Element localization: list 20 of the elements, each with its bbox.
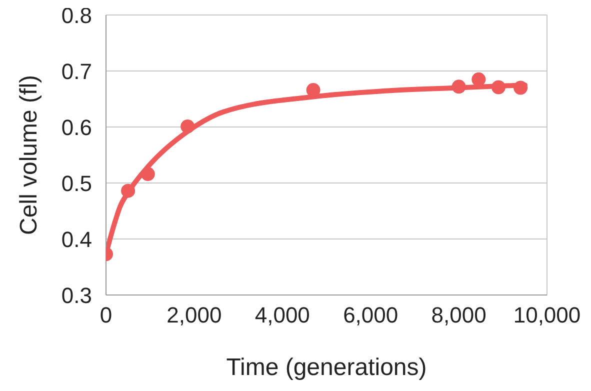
point xyxy=(514,80,528,95)
y-axis-title: Cell volume (fl) xyxy=(16,74,43,236)
y-tick-label: 0.4 xyxy=(61,226,92,252)
x-tick-label: 10,000 xyxy=(513,302,581,328)
y-tick-label: 0.7 xyxy=(61,58,92,84)
point xyxy=(472,72,486,86)
y-tick-label: 0.6 xyxy=(61,114,92,140)
y-tick-label: 0.3 xyxy=(61,282,92,308)
point xyxy=(140,167,155,182)
x-tick-label: 2,000 xyxy=(166,302,222,328)
y-tick-label: 0.5 xyxy=(61,170,92,196)
point xyxy=(491,80,506,94)
x-tick-label: 0 xyxy=(100,302,112,328)
x-tick-label: 6,000 xyxy=(343,302,398,328)
x-tick-label: 8,000 xyxy=(431,302,486,328)
point xyxy=(452,80,466,94)
x-tick-label: 4,000 xyxy=(254,302,310,328)
x-axis-title: Time (generations) xyxy=(226,354,427,381)
point xyxy=(180,119,195,134)
point xyxy=(121,184,136,198)
